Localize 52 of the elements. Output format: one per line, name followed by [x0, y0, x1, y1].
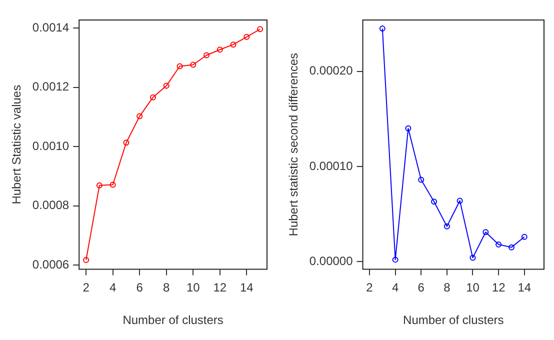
point: [521, 234, 528, 240]
point: [150, 94, 156, 100]
x-tick-label: 4: [392, 280, 399, 295]
point: [392, 256, 398, 263]
y-tick-label: 0.00000: [309, 254, 354, 268]
point: [508, 244, 514, 250]
point: [190, 62, 196, 68]
y-tick-label: 0.0008: [32, 198, 70, 212]
x-tick-label: 14: [240, 280, 254, 295]
x-tick-label: 10: [186, 280, 200, 295]
point: [470, 254, 476, 261]
point: [230, 42, 236, 48]
point: [136, 113, 143, 120]
x-tick-label: 6: [136, 280, 144, 295]
point: [123, 140, 130, 146]
point: [163, 82, 170, 89]
x-axis-title: Number of clusters: [122, 313, 224, 328]
point: [444, 223, 450, 230]
point: [244, 34, 250, 40]
point: [482, 229, 489, 236]
point: [257, 26, 264, 32]
point: [456, 198, 463, 204]
x-tick-label: 4: [109, 280, 116, 295]
x-tick-label: 2: [366, 280, 374, 295]
point: [418, 176, 424, 183]
x-tick-label: 2: [82, 280, 90, 295]
point: [431, 198, 438, 205]
y-tick-label: 0.0006: [32, 257, 70, 272]
point: [379, 26, 386, 32]
point: [405, 125, 412, 132]
point: [83, 257, 90, 264]
y-tick-label: 0.0014: [32, 20, 70, 34]
x-tick-label: 12: [492, 280, 506, 295]
point: [216, 46, 223, 53]
point: [204, 52, 210, 58]
y-axis-title: Hubert Statistic values: [10, 84, 24, 204]
y-tick-label: 0.0010: [32, 138, 70, 153]
point: [96, 182, 102, 188]
point: [110, 182, 116, 188]
point: [496, 241, 502, 248]
y-tick-label: 0.00010: [309, 158, 354, 173]
x-axis-title: Number of clusters: [403, 313, 504, 328]
point: [176, 63, 183, 70]
x-tick-label: 8: [163, 280, 170, 295]
y-tick-label: 0.0012: [32, 80, 70, 94]
x-tick-label: 12: [213, 280, 227, 295]
y-tick-label: 0.00020: [309, 64, 354, 78]
x-tick-label: 8: [444, 280, 451, 295]
y-axis-title: Hubert statistic second differences: [286, 52, 301, 236]
x-tick-label: 14: [518, 280, 532, 295]
x-tick-label: 6: [418, 280, 425, 295]
x-tick-label: 10: [466, 280, 480, 295]
